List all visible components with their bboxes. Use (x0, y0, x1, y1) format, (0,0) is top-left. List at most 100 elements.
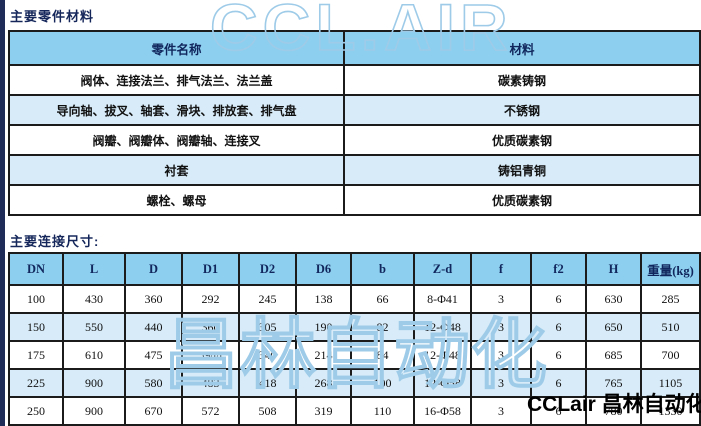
col-header-d1: D1 (181, 252, 240, 286)
table-row: 100 430 360 292 245 138 66 8-Φ41 3 6 630… (8, 284, 701, 314)
dimensions-header-row: DN L D D1 D2 D6 b Z-d f f2 H 重量(kg) (8, 252, 701, 286)
cell: 360 (124, 284, 183, 314)
col-header-zd: Z-d (413, 252, 472, 286)
cell: 305 (238, 312, 297, 342)
cell: 16-Φ58 (413, 396, 472, 426)
cell: 670 (124, 396, 183, 426)
material-cell: 铸铝青铜 (343, 154, 701, 186)
table-row: 螺栓、螺母 优质碳素钢 (8, 184, 701, 216)
materials-table: 零件名称 材料 阀体、连接法兰、排气法兰、法兰盖 碳素铸钢 导向轴、拔叉、轴套、… (8, 30, 701, 216)
cclair-changlin-brand-text: CCLair 昌林自动化 (527, 393, 701, 416)
cell: 175 (8, 340, 64, 370)
cell: 3 (470, 284, 532, 314)
cell: 550 (62, 312, 126, 342)
cell: 100 (8, 284, 64, 314)
cell: 3 (470, 396, 532, 426)
cell: 765 (585, 368, 642, 398)
part-name-cell: 导向轴、拔叉、轴套、滑块、排放套、排气盘 (8, 94, 345, 126)
cell: 12-Φ48 (413, 340, 472, 370)
cell: 225 (8, 368, 64, 398)
table-row: 250 900 670 572 508 319 110 16-Φ58 3 6 7… (8, 396, 701, 426)
cell: 1105 (640, 368, 701, 398)
cell: 440 (124, 312, 183, 342)
col-header-f: f (470, 252, 532, 286)
col-header-f2: f2 (530, 252, 587, 286)
cell: 3944 (181, 340, 240, 370)
cell: 685 (585, 340, 642, 370)
cell: 190 (295, 312, 352, 342)
col-header-weight: 重量(kg) (640, 252, 701, 286)
cell: 6 (530, 368, 587, 398)
cell: 110 (350, 396, 415, 426)
cell: 475 (124, 340, 183, 370)
cell: 268 (295, 368, 352, 398)
cell: 900 (62, 396, 126, 426)
material-cell: 碳素铸钢 (343, 64, 701, 96)
left-accent-bar (0, 0, 5, 426)
cell: 6 (530, 396, 587, 426)
cell: 214 (295, 340, 352, 370)
cell: 508 (238, 396, 297, 426)
materials-header-material: 材料 (343, 30, 701, 66)
cell: 3 (470, 340, 532, 370)
cell: 700 (640, 340, 701, 370)
col-header-l: L (62, 252, 126, 286)
cell: 138 (295, 284, 352, 314)
cell: 250 (8, 396, 64, 426)
cell: 12-Φ48 (413, 312, 472, 342)
table-row: 225 900 580 483 418 268 100 12-Φ58 3 6 7… (8, 368, 701, 398)
cell: 340 (238, 340, 297, 370)
cell: 66 (350, 284, 415, 314)
cell: 100 (350, 368, 415, 398)
cell: 360 (181, 312, 240, 342)
table-row: 衬套 铸铝青铜 (8, 154, 701, 186)
cell: 483 (181, 368, 240, 398)
col-header-h: H (585, 252, 642, 286)
cell: 610 (62, 340, 126, 370)
cell: 418 (238, 368, 297, 398)
cell: 150 (8, 312, 64, 342)
part-name-cell: 阀瓣、阀瓣体、阀瓣轴、连接叉 (8, 124, 345, 156)
section-title-dimensions: 主要连接尺寸: (10, 234, 100, 249)
cell: 900 (62, 368, 126, 398)
material-cell: 优质碳素钢 (343, 124, 701, 156)
part-name-cell: 螺栓、螺母 (8, 184, 345, 216)
col-header-d: D (124, 252, 183, 286)
material-cell: 优质碳素钢 (343, 184, 701, 216)
cell: 650 (585, 312, 642, 342)
cell: 6 (530, 312, 587, 342)
part-name-cell: 阀体、连接法兰、排气法兰、法兰盖 (8, 64, 345, 96)
col-header-dn: DN (8, 252, 64, 286)
cell: 630 (585, 284, 642, 314)
cell: 292 (181, 284, 240, 314)
section-title-materials: 主要零件材料 (10, 9, 95, 24)
cell: 82 (350, 312, 415, 342)
cell: 245 (238, 284, 297, 314)
col-header-b: b (350, 252, 415, 286)
cell: 8-Φ41 (413, 284, 472, 314)
table-row: 150 550 440 360 305 190 82 12-Φ48 3 6 65… (8, 312, 701, 342)
cell: 285 (640, 284, 701, 314)
cell: 572 (181, 396, 240, 426)
cell: 3 (470, 368, 532, 398)
table-row: 阀体、连接法兰、排气法兰、法兰盖 碳素铸钢 (8, 64, 701, 96)
cell: 3 (470, 312, 532, 342)
cell: 510 (640, 312, 701, 342)
materials-header-row: 零件名称 材料 (8, 30, 701, 66)
cell: 6 (530, 340, 587, 370)
material-cell: 不锈钢 (343, 94, 701, 126)
cell: 84 (350, 340, 415, 370)
dimensions-table: DN L D D1 D2 D6 b Z-d f f2 H 重量(kg) 100 … (8, 252, 701, 426)
cell: 780 (585, 396, 642, 426)
cell: 580 (124, 368, 183, 398)
table-row: 导向轴、拔叉、轴套、滑块、排放套、排气盘 不锈钢 (8, 94, 701, 126)
cell: 6 (530, 284, 587, 314)
col-header-d2: D2 (238, 252, 297, 286)
cell: 430 (62, 284, 126, 314)
col-header-d6: D6 (295, 252, 352, 286)
table-row: 175 610 475 3944 340 214 84 12-Φ48 3 6 6… (8, 340, 701, 370)
cell: 319 (295, 396, 352, 426)
cell: 1330 (640, 396, 701, 426)
part-name-cell: 衬套 (8, 154, 345, 186)
cell: 12-Φ58 (413, 368, 472, 398)
